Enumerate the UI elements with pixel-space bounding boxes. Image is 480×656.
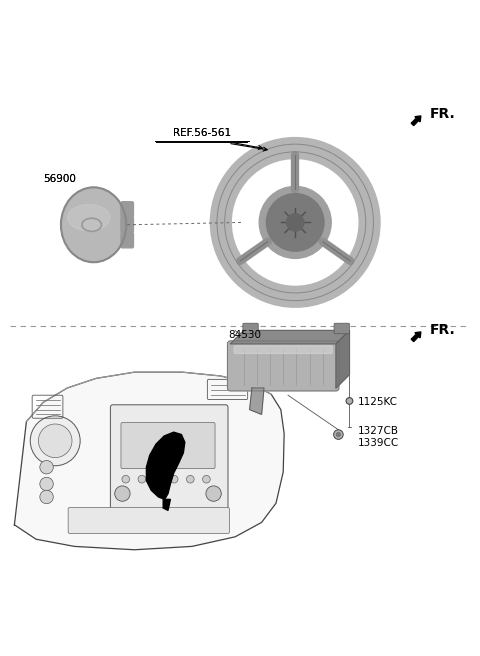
Circle shape: [40, 461, 53, 474]
Text: 56900: 56900: [43, 174, 76, 184]
Circle shape: [122, 476, 130, 483]
Circle shape: [115, 486, 130, 501]
Circle shape: [40, 490, 53, 504]
FancyBboxPatch shape: [121, 217, 133, 232]
Polygon shape: [230, 331, 349, 344]
Circle shape: [346, 398, 353, 404]
Text: FR.: FR.: [430, 323, 456, 337]
FancyArrow shape: [411, 116, 421, 125]
Circle shape: [334, 430, 343, 440]
Text: REF.56-561: REF.56-561: [172, 129, 231, 138]
Text: 1339CC: 1339CC: [358, 438, 399, 448]
FancyBboxPatch shape: [110, 405, 228, 510]
Polygon shape: [250, 388, 264, 415]
Circle shape: [170, 476, 178, 483]
Polygon shape: [163, 499, 170, 510]
FancyBboxPatch shape: [234, 346, 332, 354]
Polygon shape: [146, 432, 185, 499]
Polygon shape: [14, 372, 284, 550]
FancyArrow shape: [411, 332, 421, 342]
FancyBboxPatch shape: [68, 508, 229, 533]
FancyBboxPatch shape: [243, 323, 258, 334]
FancyBboxPatch shape: [121, 232, 133, 248]
Circle shape: [30, 416, 80, 466]
FancyBboxPatch shape: [334, 323, 349, 334]
Circle shape: [38, 424, 72, 458]
Circle shape: [336, 433, 340, 436]
Text: 1125KC: 1125KC: [358, 397, 397, 407]
Text: 56900: 56900: [43, 174, 76, 184]
Circle shape: [287, 214, 304, 231]
Text: FR.: FR.: [430, 108, 456, 121]
FancyBboxPatch shape: [121, 422, 215, 468]
Polygon shape: [336, 331, 349, 388]
Circle shape: [266, 194, 324, 251]
Circle shape: [40, 478, 53, 491]
FancyBboxPatch shape: [121, 202, 133, 217]
Text: 84530: 84530: [228, 330, 261, 340]
Circle shape: [259, 186, 331, 258]
Text: REF.56-561: REF.56-561: [172, 129, 231, 138]
Text: 1327CB: 1327CB: [358, 426, 398, 436]
Circle shape: [154, 476, 162, 483]
Circle shape: [186, 476, 194, 483]
Circle shape: [138, 476, 146, 483]
FancyBboxPatch shape: [228, 341, 339, 391]
Circle shape: [206, 486, 221, 501]
Ellipse shape: [61, 188, 126, 262]
Circle shape: [203, 476, 210, 483]
Ellipse shape: [68, 205, 110, 231]
